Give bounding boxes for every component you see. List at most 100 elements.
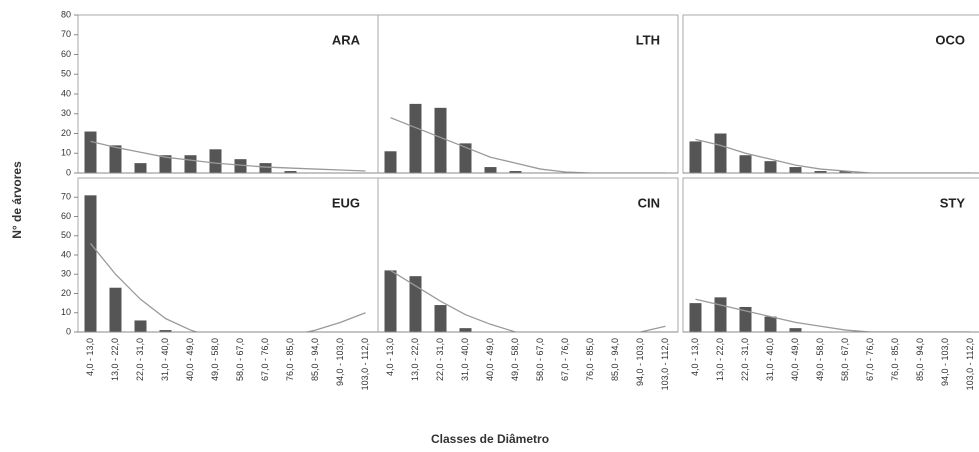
x-tick-label: 31,0 - 40,0 bbox=[160, 338, 170, 381]
bar bbox=[839, 171, 852, 173]
bar bbox=[184, 155, 197, 173]
bar bbox=[459, 143, 472, 173]
x-tick-label: 67,0 - 76,0 bbox=[260, 338, 270, 381]
x-tick-label: 22,0 - 31,0 bbox=[135, 338, 145, 381]
x-tick-label: 67,0 - 76,0 bbox=[865, 338, 875, 381]
x-tick-label: 40,0 - 49,0 bbox=[185, 338, 195, 381]
panel-frame bbox=[377, 177, 679, 333]
x-tick-label: 94,0 - 103,0 bbox=[635, 338, 645, 386]
x-tick-label: 103,0 - 112,0 bbox=[660, 338, 670, 390]
bar bbox=[789, 328, 802, 332]
y-tick-label: 30 bbox=[61, 269, 71, 279]
x-tick-label: 22,0 - 31,0 bbox=[740, 338, 750, 381]
y-tick-label: 0 bbox=[66, 326, 71, 336]
y-tick-label: 40 bbox=[61, 249, 71, 259]
panel-title: OCO bbox=[935, 32, 965, 47]
bar bbox=[714, 297, 727, 332]
bar bbox=[739, 155, 752, 173]
x-tick-label: 94,0 - 103,0 bbox=[335, 338, 345, 386]
x-axis-label: Classes de Diâmetro bbox=[431, 432, 549, 446]
bar bbox=[764, 316, 777, 332]
trend-line bbox=[390, 269, 666, 332]
bar bbox=[284, 171, 297, 173]
y-tick-label: 60 bbox=[61, 49, 71, 59]
bar bbox=[509, 171, 522, 173]
x-tick-label: 58,0 - 67,0 bbox=[235, 338, 245, 381]
panel-frame bbox=[682, 177, 979, 333]
x-tick-label: 4,0 - 13,0 bbox=[385, 338, 395, 376]
panel-title: CIN bbox=[638, 195, 660, 210]
bar bbox=[459, 328, 472, 332]
x-tick-label: 22,0 - 31,0 bbox=[435, 338, 445, 381]
trend-line bbox=[695, 138, 971, 173]
x-tick-label: 85,0 - 94,0 bbox=[915, 338, 925, 381]
bar bbox=[434, 107, 447, 173]
bar bbox=[384, 151, 397, 173]
bar bbox=[714, 133, 727, 173]
bar bbox=[409, 276, 422, 332]
bar bbox=[134, 320, 147, 332]
x-tick-label: 58,0 - 67,0 bbox=[840, 338, 850, 381]
bar bbox=[159, 330, 172, 332]
trend-line bbox=[90, 140, 366, 172]
panel-title: ARA bbox=[332, 32, 361, 47]
y-tick-label: 70 bbox=[61, 192, 71, 202]
trend-line bbox=[390, 117, 666, 173]
x-tick-label: 40,0 - 49,0 bbox=[790, 338, 800, 381]
bar bbox=[384, 270, 397, 332]
bar bbox=[789, 167, 802, 173]
trend-line bbox=[695, 298, 971, 332]
x-tick-label: 49,0 - 58,0 bbox=[510, 338, 520, 381]
x-tick-label: 67,0 - 76,0 bbox=[560, 338, 570, 381]
bar bbox=[409, 103, 422, 173]
x-tick-label: 4,0 - 13,0 bbox=[85, 338, 95, 376]
bar bbox=[159, 155, 172, 173]
x-tick-label: 13,0 - 22,0 bbox=[715, 338, 725, 381]
bar bbox=[84, 131, 97, 173]
x-tick-label: 31,0 - 40,0 bbox=[765, 338, 775, 381]
bar bbox=[484, 167, 497, 173]
panel-frame bbox=[377, 14, 679, 174]
y-tick-label: 80 bbox=[61, 9, 71, 19]
x-tick-label: 76,0 - 85,0 bbox=[285, 338, 295, 381]
x-tick-label: 49,0 - 58,0 bbox=[815, 338, 825, 381]
x-tick-label: 49,0 - 58,0 bbox=[210, 338, 220, 381]
x-tick-label: 13,0 - 22,0 bbox=[410, 338, 420, 381]
bar bbox=[109, 145, 122, 173]
y-tick-label: 70 bbox=[61, 29, 71, 39]
y-tick-label: 30 bbox=[61, 108, 71, 118]
x-tick-label: 94,0 - 103,0 bbox=[940, 338, 950, 386]
y-tick-label: 10 bbox=[61, 307, 71, 317]
trend-line bbox=[89, 243, 366, 332]
y-tick-label: 20 bbox=[61, 288, 71, 298]
x-tick-label: 85,0 - 94,0 bbox=[310, 338, 320, 381]
x-tick-label: 40,0 - 49,0 bbox=[485, 338, 495, 381]
panel-title: STY bbox=[940, 195, 966, 210]
bar bbox=[764, 161, 777, 173]
x-tick-label: 13,0 - 22,0 bbox=[110, 338, 120, 381]
bar bbox=[434, 305, 447, 332]
x-tick-label: 103,0 - 112,0 bbox=[360, 338, 370, 390]
bar bbox=[84, 195, 97, 332]
bar bbox=[209, 149, 222, 173]
x-tick-label: 103,0 - 112,0 bbox=[965, 338, 975, 390]
bar bbox=[234, 159, 247, 173]
y-tick-label: 0 bbox=[66, 167, 71, 177]
y-tick-label: 40 bbox=[61, 88, 71, 98]
y-tick-label: 10 bbox=[61, 148, 71, 158]
bar bbox=[134, 163, 147, 173]
panel-title: LTH bbox=[636, 32, 660, 47]
bar bbox=[689, 141, 702, 173]
y-axis-label: N° de árvores bbox=[10, 161, 24, 239]
y-tick-label: 50 bbox=[61, 230, 71, 240]
bar bbox=[109, 287, 122, 332]
panel-title: EUG bbox=[332, 195, 360, 210]
y-tick-label: 50 bbox=[61, 69, 71, 79]
x-tick-label: 31,0 - 40,0 bbox=[460, 338, 470, 381]
x-tick-label: 58,0 - 67,0 bbox=[535, 338, 545, 381]
y-tick-label: 60 bbox=[61, 211, 71, 221]
bar bbox=[814, 171, 827, 173]
x-tick-label: 4,0 - 13,0 bbox=[690, 338, 700, 376]
bar bbox=[259, 163, 272, 173]
